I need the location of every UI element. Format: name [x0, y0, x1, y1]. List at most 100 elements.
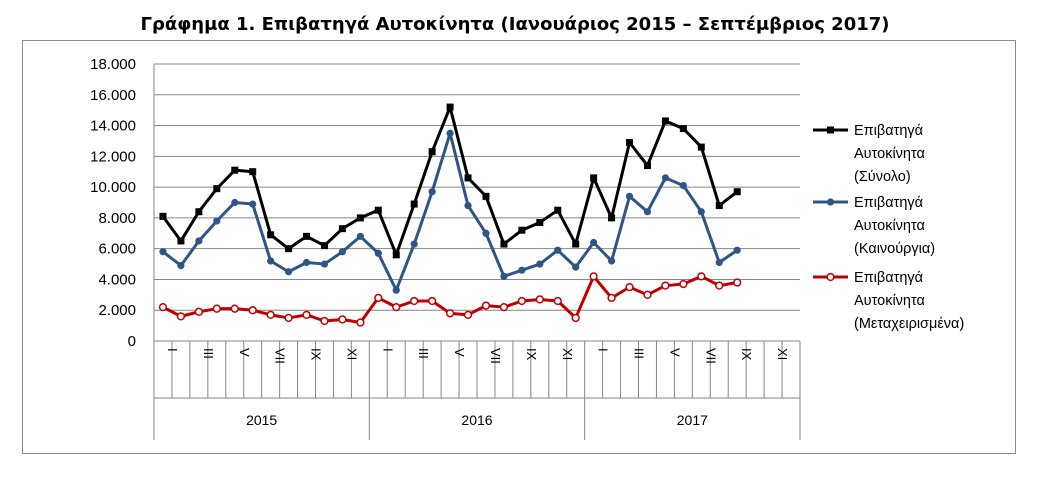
- data-point: [159, 212, 167, 220]
- data-point: [554, 246, 562, 254]
- data-point: [715, 258, 723, 267]
- x-tick-label: XI: [344, 348, 359, 360]
- data-point: [338, 315, 347, 324]
- data-point: [195, 237, 203, 245]
- x-tick-label: IX: [309, 348, 324, 361]
- data-point: [249, 168, 257, 176]
- y-tick-label: 18.000: [90, 56, 136, 73]
- x-tick-label: IX: [524, 348, 539, 361]
- data-point: [626, 138, 634, 146]
- data-point: [230, 304, 239, 313]
- x-tick-label: I: [596, 348, 611, 352]
- data-point: [643, 208, 652, 216]
- legend-label: Επιβατηγά: [854, 123, 923, 139]
- legend: Επιβατηγά Αυτοκίνητα (Σύνολο) Επιβατηγά Αυτο…: [813, 123, 964, 332]
- y-tick-label: 16.000: [90, 87, 136, 104]
- data-point: [303, 232, 311, 240]
- data-point: [266, 310, 275, 319]
- year-label: 2015: [246, 412, 277, 428]
- data-point: [482, 192, 490, 200]
- y-tick-label: 10.000: [90, 179, 136, 196]
- data-point: [374, 293, 383, 303]
- data-point: [518, 226, 526, 234]
- data-point: [249, 200, 257, 208]
- data-point: [231, 198, 239, 207]
- data-point: [446, 103, 454, 111]
- year-label: 2016: [461, 412, 492, 428]
- data-point: [159, 248, 167, 256]
- data-point: [392, 251, 400, 259]
- data-point: [194, 307, 204, 316]
- x-tick-label: VII: [703, 348, 718, 364]
- x-tick-label: III: [416, 348, 431, 359]
- data-point: [517, 296, 527, 306]
- data-point: [446, 129, 454, 137]
- data-point: [643, 162, 651, 170]
- data-point: [356, 232, 364, 240]
- data-point: [482, 229, 490, 237]
- legend-entry: Επιβατηγά Αυτοκίνητα (Καινούργια): [813, 195, 935, 257]
- y-tick-label: 6.000: [98, 241, 136, 258]
- y-tick-label: 4.000: [98, 271, 136, 288]
- data-point: [320, 260, 329, 268]
- data-point: [697, 208, 705, 216]
- x-tick-label: VII: [488, 348, 503, 364]
- data-point: [625, 282, 634, 292]
- data-point: [481, 301, 491, 310]
- data-point: [608, 214, 616, 222]
- data-point: [338, 225, 346, 233]
- x-tick-label: V: [452, 348, 467, 357]
- data-point: [463, 310, 473, 319]
- legend-label: (Σύνολο): [854, 169, 911, 185]
- data-point: [697, 272, 706, 281]
- data-point: [554, 206, 562, 214]
- data-point: [733, 278, 742, 287]
- legend-marker: [826, 198, 835, 206]
- data-point: [177, 237, 185, 245]
- data-point: [590, 238, 598, 247]
- series-line: [161, 105, 739, 257]
- data-point: [158, 302, 168, 312]
- data-point: [715, 202, 723, 210]
- data-point: [518, 266, 526, 274]
- chart-frame: [22, 40, 1016, 454]
- data-point: [661, 117, 669, 125]
- chart-title: Γράφημα 1. Επιβατηγά Αυτοκίνητα (Ιανουάρ…: [140, 14, 890, 35]
- data-point: [248, 306, 257, 315]
- data-point: [500, 272, 508, 280]
- data-point: [590, 174, 598, 182]
- data-point: [410, 240, 418, 248]
- data-point: [267, 231, 275, 239]
- x-tick-label: V: [237, 348, 252, 357]
- data-point: [410, 296, 419, 306]
- legend-label: Αυτοκίνητα: [854, 146, 925, 162]
- data-point: [213, 217, 221, 225]
- data-point: [428, 148, 436, 156]
- x-tick-label: IX: [739, 348, 754, 361]
- data-point: [733, 188, 741, 196]
- data-point: [428, 188, 436, 196]
- data-point: [464, 201, 472, 210]
- data-point: [284, 268, 293, 276]
- data-point: [320, 316, 329, 326]
- data-point: [177, 261, 185, 270]
- data-point: [607, 257, 616, 265]
- data-point: [535, 295, 544, 304]
- legend-label: Αυτοκίνητα: [854, 218, 925, 234]
- x-tick-label: V: [667, 348, 682, 357]
- data-point: [572, 240, 580, 248]
- data-point: [374, 249, 382, 257]
- data-point: [589, 272, 598, 281]
- x-tick-label: I: [165, 348, 180, 352]
- data-point: [374, 206, 382, 214]
- data-point: [284, 313, 293, 323]
- data-point: [661, 281, 670, 290]
- data-point: [356, 214, 364, 222]
- legend-marker: [827, 126, 834, 134]
- series-lines: [158, 103, 742, 327]
- data-point: [643, 290, 652, 299]
- data-point: [356, 318, 365, 327]
- data-point: [445, 309, 455, 318]
- x-tick-label: XI: [775, 348, 790, 360]
- data-point: [285, 245, 293, 253]
